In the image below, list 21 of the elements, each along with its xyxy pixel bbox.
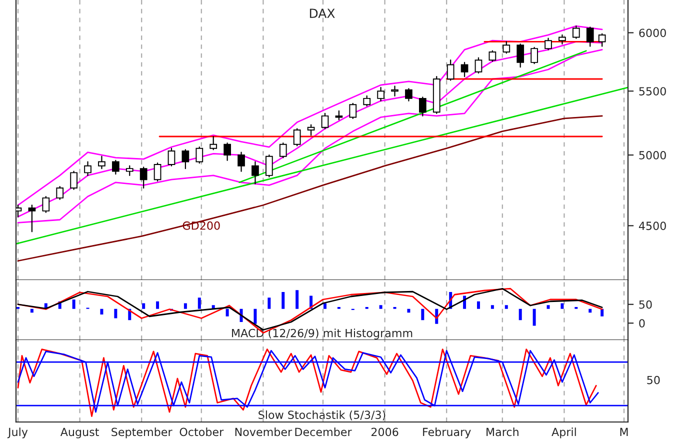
x-tick-label: March [486, 428, 518, 436]
x-tick-label: February [423, 428, 471, 438]
x-tick-label: December [295, 428, 352, 436]
x-tick-label: September [112, 428, 172, 438]
x-tick-label: November [235, 428, 292, 436]
annotation: Slow Stochastik (5/3/3) [258, 410, 386, 420]
x-tick-label: August [60, 428, 99, 438]
y-tick-label: 50 [639, 300, 652, 309]
y-tick-label: 5500 [639, 87, 666, 96]
x-tick-label: July [7, 428, 28, 438]
x-tick-label: M [620, 428, 628, 436]
x-tick-label: April [552, 428, 576, 438]
y-tick-label: 6000 [639, 28, 666, 38]
y-tick-label: 5000 [639, 150, 666, 160]
annotation: MACD (12/26/9) mit Histogramm [232, 328, 412, 340]
x-tick-label: October [180, 428, 224, 436]
y-tick-label: 0 [639, 319, 645, 328]
series-label: GD200 [182, 221, 220, 230]
x-tick-label: 2006 [371, 428, 398, 436]
y-tick-label: 4500 [638, 222, 666, 230]
text: DAX [310, 8, 335, 18]
